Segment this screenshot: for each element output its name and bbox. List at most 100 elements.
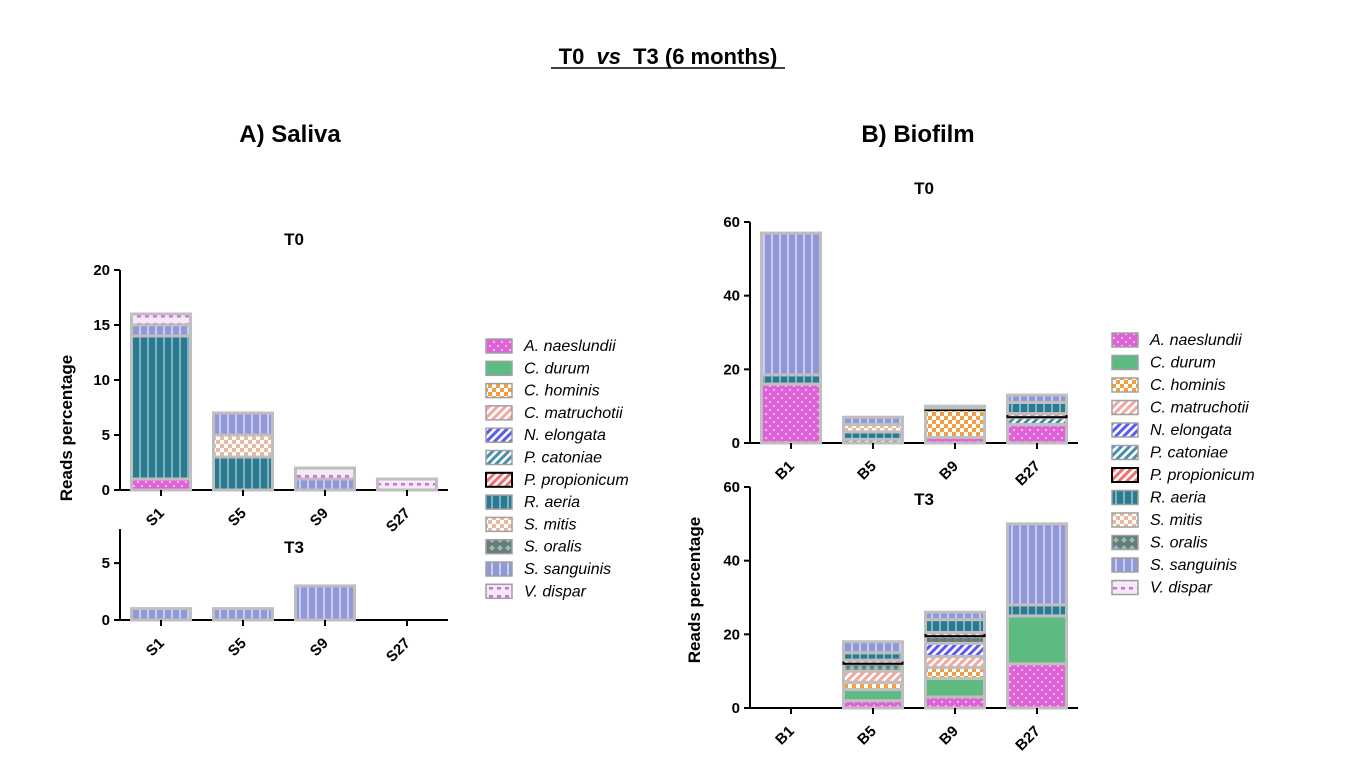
y-tick-label: 5 xyxy=(102,555,110,572)
legend-label-r-aeria: R. aeria xyxy=(1150,490,1206,507)
y-axis-label: Reads percentage xyxy=(685,517,704,663)
x-tick-label-b5: B5 xyxy=(854,458,880,484)
bar-segment-b9-c-matruchotii xyxy=(923,654,987,669)
chart-a-saliva-t0: T0 0 5 10 15 20 Reads percentage S1 S5 S9 S27 xyxy=(57,230,448,536)
legend-swatch-s-oralis xyxy=(1111,534,1139,551)
x-tick-label-b9: B9 xyxy=(936,458,962,484)
bar-segment-b27-a-naeslundii xyxy=(1005,423,1069,445)
bar-segment-b9-c-durum xyxy=(923,677,987,699)
x-tick-label-s9: S9 xyxy=(307,635,332,660)
x-tick-label-b27: B27 xyxy=(1012,458,1043,489)
x-tick-label-s5: S5 xyxy=(225,635,250,660)
bar-segment-b9-s-sanguinis xyxy=(923,404,987,410)
bar-segment-b27-s-sanguinis xyxy=(1005,393,1069,404)
legend-swatch-v-dispar xyxy=(1111,579,1139,596)
bar-segment-b27-s-sanguinis xyxy=(1005,522,1069,607)
bar-segment-b9-r-aeria xyxy=(923,618,987,634)
legend-swatch-r-aeria xyxy=(485,494,513,510)
panel-title-saliva: A) Saliva xyxy=(239,121,341,148)
y-tick-label: 20 xyxy=(723,626,740,643)
x-tick-label-s1: S1 xyxy=(143,505,168,530)
bar-segment-s1-r-aeria xyxy=(129,334,193,481)
legend-biofilm: A. naeslundii C. durum C. hominis C. matruc… xyxy=(1111,332,1255,597)
legend-label-s-mitis: S. mitis xyxy=(1150,512,1202,529)
bar-segment-s9-s-sanguinis xyxy=(293,584,357,622)
legend-swatch-c-durum xyxy=(1111,354,1139,371)
bar-segment-s1-v-dispar xyxy=(129,312,193,327)
legend-label-v-dispar: V. dispar xyxy=(1150,580,1213,597)
legend-swatch-v-dispar xyxy=(485,583,513,600)
bar-segment-b5-c-matruchotii xyxy=(841,669,905,684)
y-tick-label: 60 xyxy=(723,479,740,496)
x-tick-label-b9: B9 xyxy=(936,723,962,749)
bar-segment-s5-s-sanguinis xyxy=(211,607,275,622)
bar-segment-b1-s-sanguinis xyxy=(759,231,823,377)
bar-segment-s1-s-sanguinis xyxy=(129,323,193,338)
legend-label-a-naeslundii: A. naeslundii xyxy=(523,338,616,355)
legend-label-n-elongata: N. elongata xyxy=(524,427,606,444)
legend-swatch-c-matruchotii xyxy=(1111,399,1139,416)
subplot-title: T0 xyxy=(284,230,304,249)
legend-label-c-durum: C. durum xyxy=(524,360,590,377)
y-tick-label: 40 xyxy=(723,553,740,570)
legend-label-c-durum: C. durum xyxy=(1150,355,1216,372)
svg-text:T0 vs T3 (6 months: T0 vs T3 (6 months) xyxy=(559,44,778,69)
legend-label-s-mitis: S. mitis xyxy=(524,516,576,533)
bar-segment-s27-v-dispar xyxy=(375,477,439,492)
x-tick-label-b27: B27 xyxy=(1012,723,1043,754)
y-tick-label: 20 xyxy=(93,262,110,279)
legend-label-v-dispar: V. dispar xyxy=(524,583,587,600)
legends-layer: A. naeslundii C. durum C. hominis C. matruc… xyxy=(485,332,1255,600)
x-tick-label-s5: S5 xyxy=(225,505,250,530)
legend-swatch-r-aeria xyxy=(1111,489,1139,506)
x-tick-label-b1: B1 xyxy=(772,723,798,749)
legend-label-p-propionicum: P. propionicum xyxy=(524,472,629,489)
legend-swatch-c-matruchotii xyxy=(485,405,513,421)
bar-segment-b9-c-hominis xyxy=(923,665,987,681)
y-tick-label: 40 xyxy=(723,288,740,305)
bar-segment-s5-s-mitis xyxy=(211,433,275,459)
bar-segment-b27-a-naeslundii xyxy=(1005,662,1069,710)
bar-segment-b27-c-durum xyxy=(1005,614,1069,666)
legend-label-s-sanguinis: S. sanguinis xyxy=(524,561,611,578)
y-tick-label: 0 xyxy=(102,482,110,499)
legend-label-a-naeslundii: A. naeslundii xyxy=(1149,332,1242,349)
legend-swatch-n-elongata xyxy=(1111,422,1139,438)
panel-title-biofilm: B) Biofilm xyxy=(861,121,974,148)
y-tick-label: 10 xyxy=(93,372,110,389)
bar-segment-b27-r-aeria xyxy=(1005,400,1069,416)
y-tick-label: 0 xyxy=(732,700,740,717)
x-tick-label-s1: S1 xyxy=(143,635,168,660)
legend-swatch-p-catoniae xyxy=(1111,444,1139,461)
chart-a-saliva-t3: T3 0 5 S1 S5 S9 S27 xyxy=(102,529,448,666)
bar-segment-s9-v-dispar xyxy=(293,466,357,481)
legend-label-p-catoniae: P. catoniae xyxy=(1150,445,1228,462)
legend-swatch-c-durum xyxy=(485,360,513,377)
legend-swatch-c-hominis xyxy=(485,382,513,399)
x-tick-label-b5: B5 xyxy=(854,723,880,749)
bar-segment-b27-r-aeria xyxy=(1005,603,1069,618)
legend-label-c-hominis: C. hominis xyxy=(1150,377,1226,394)
legend-label-c-matruchotii: C. matruchotii xyxy=(524,405,623,422)
legend-swatch-s-sanguinis xyxy=(1111,557,1139,573)
legend-label-p-catoniae: P. catoniae xyxy=(524,450,602,467)
legend-swatch-a-naeslundii xyxy=(485,338,513,354)
bar-segment-b9-c-hominis xyxy=(923,408,987,439)
legend-swatch-s-sanguinis xyxy=(485,561,513,577)
x-tick-label-s27: S27 xyxy=(383,505,414,536)
legend-label-s-oralis: S. oralis xyxy=(1150,535,1208,552)
figure-title: T0 vs T3 (6 months) xyxy=(551,44,785,69)
x-tick-label-b1: B1 xyxy=(772,458,798,484)
bar-segment-s5-r-aeria xyxy=(211,455,275,492)
legend-swatch-s-mitis xyxy=(485,516,513,533)
legend-label-c-matruchotii: C. matruchotii xyxy=(1150,400,1249,417)
legend-swatch-p-propionicum xyxy=(1111,467,1139,483)
legend-saliva: A. naeslundii C. durum C. hominis C. matruc… xyxy=(485,338,629,600)
bar-segment-b5-s-sanguinis xyxy=(841,415,905,427)
legend-label-r-aeria: R. aeria xyxy=(524,494,580,511)
y-axis-label: Reads percentage xyxy=(57,355,76,501)
legend-label-n-elongata: N. elongata xyxy=(1150,422,1232,439)
x-tick-label-s9: S9 xyxy=(307,505,332,530)
